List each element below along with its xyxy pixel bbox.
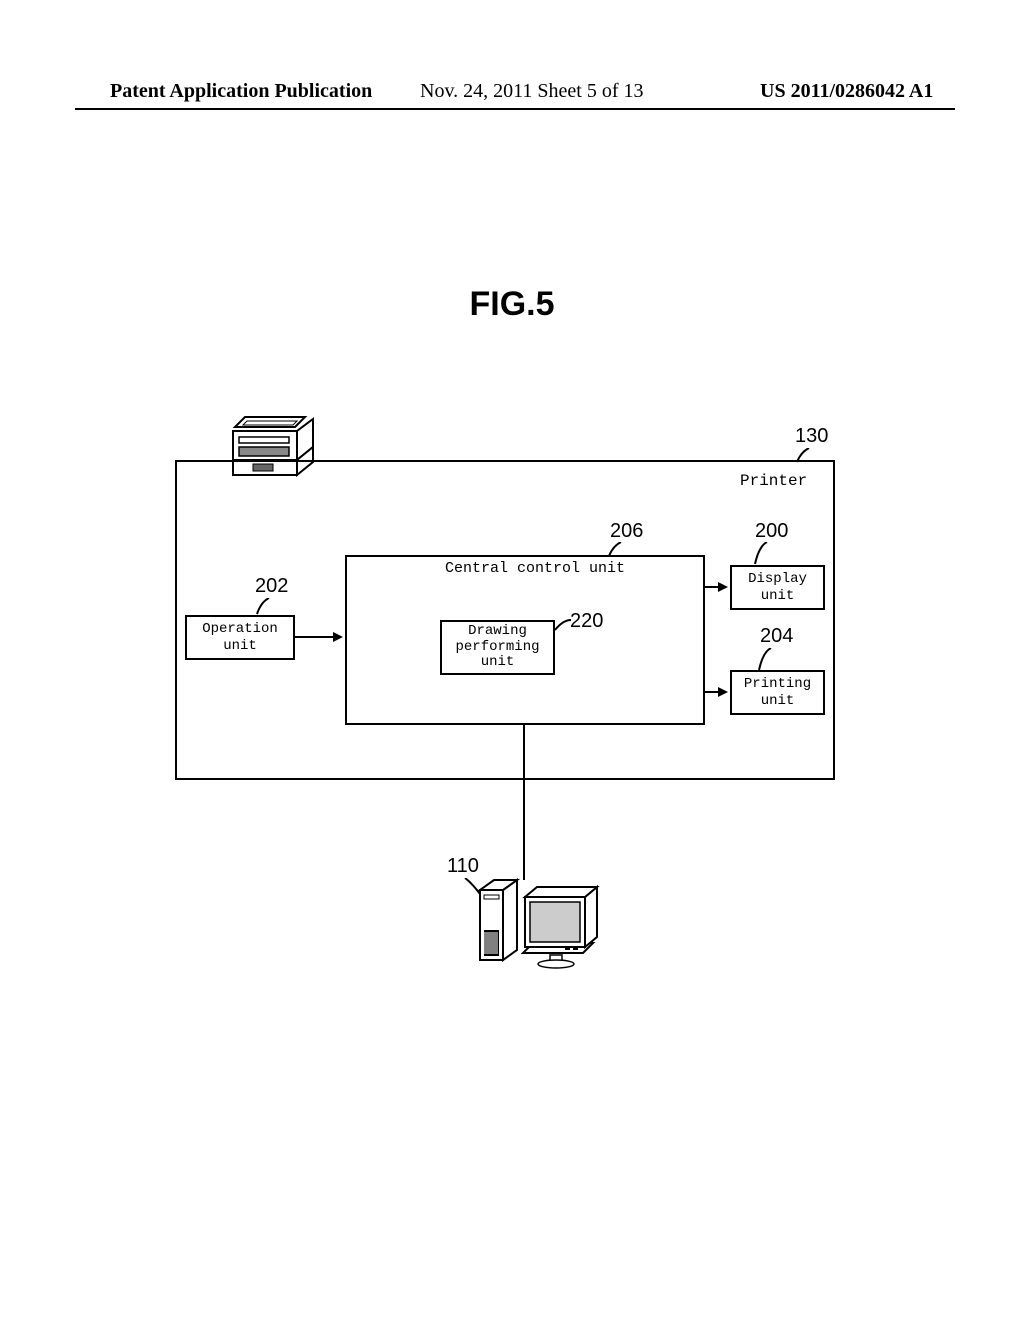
ref-202: 202 [255, 575, 288, 598]
ref-220: 220 [570, 610, 603, 633]
printing-unit-box: Printing unit [730, 670, 825, 715]
display-unit-box: Display unit [730, 565, 825, 610]
arrow-central-display-head [718, 582, 728, 592]
computer-icon [475, 875, 605, 975]
drawing-label: Drawing performing unit [455, 624, 539, 670]
operation-label: Operation unit [202, 621, 278, 655]
leader-202 [255, 598, 283, 618]
leader-220 [553, 618, 573, 634]
leader-206 [607, 542, 635, 560]
header-date-sheet: Nov. 24, 2011 Sheet 5 of 13 [420, 80, 644, 103]
header-publication: Patent Application Publication [110, 80, 372, 103]
drawing-unit-box: Drawing performing unit [440, 620, 555, 675]
diagram-container: 130 Printer Central control unit 206 Dra… [175, 410, 855, 1010]
arrow-op-central-head [333, 632, 343, 642]
leader-204 [757, 648, 785, 673]
printing-label: Printing unit [744, 676, 811, 710]
ref-130: 130 [795, 425, 828, 448]
arrow-central-printing-head [718, 687, 728, 697]
header-pub-number: US 2011/0286042 A1 [760, 80, 933, 103]
header-rule [75, 108, 955, 110]
leader-130 [795, 448, 823, 466]
arrow-op-central [295, 636, 335, 638]
central-control-label: Central control unit [405, 560, 665, 577]
line-to-pc [523, 725, 525, 880]
operation-unit-box: Operation unit [185, 615, 295, 660]
display-label: Display unit [748, 571, 807, 605]
ref-206: 206 [610, 520, 643, 543]
leader-200 [753, 542, 781, 567]
ref-204: 204 [760, 625, 793, 648]
ref-200: 200 [755, 520, 788, 543]
printer-label: Printer [740, 472, 807, 490]
figure-title: FIG.5 [0, 285, 1024, 324]
